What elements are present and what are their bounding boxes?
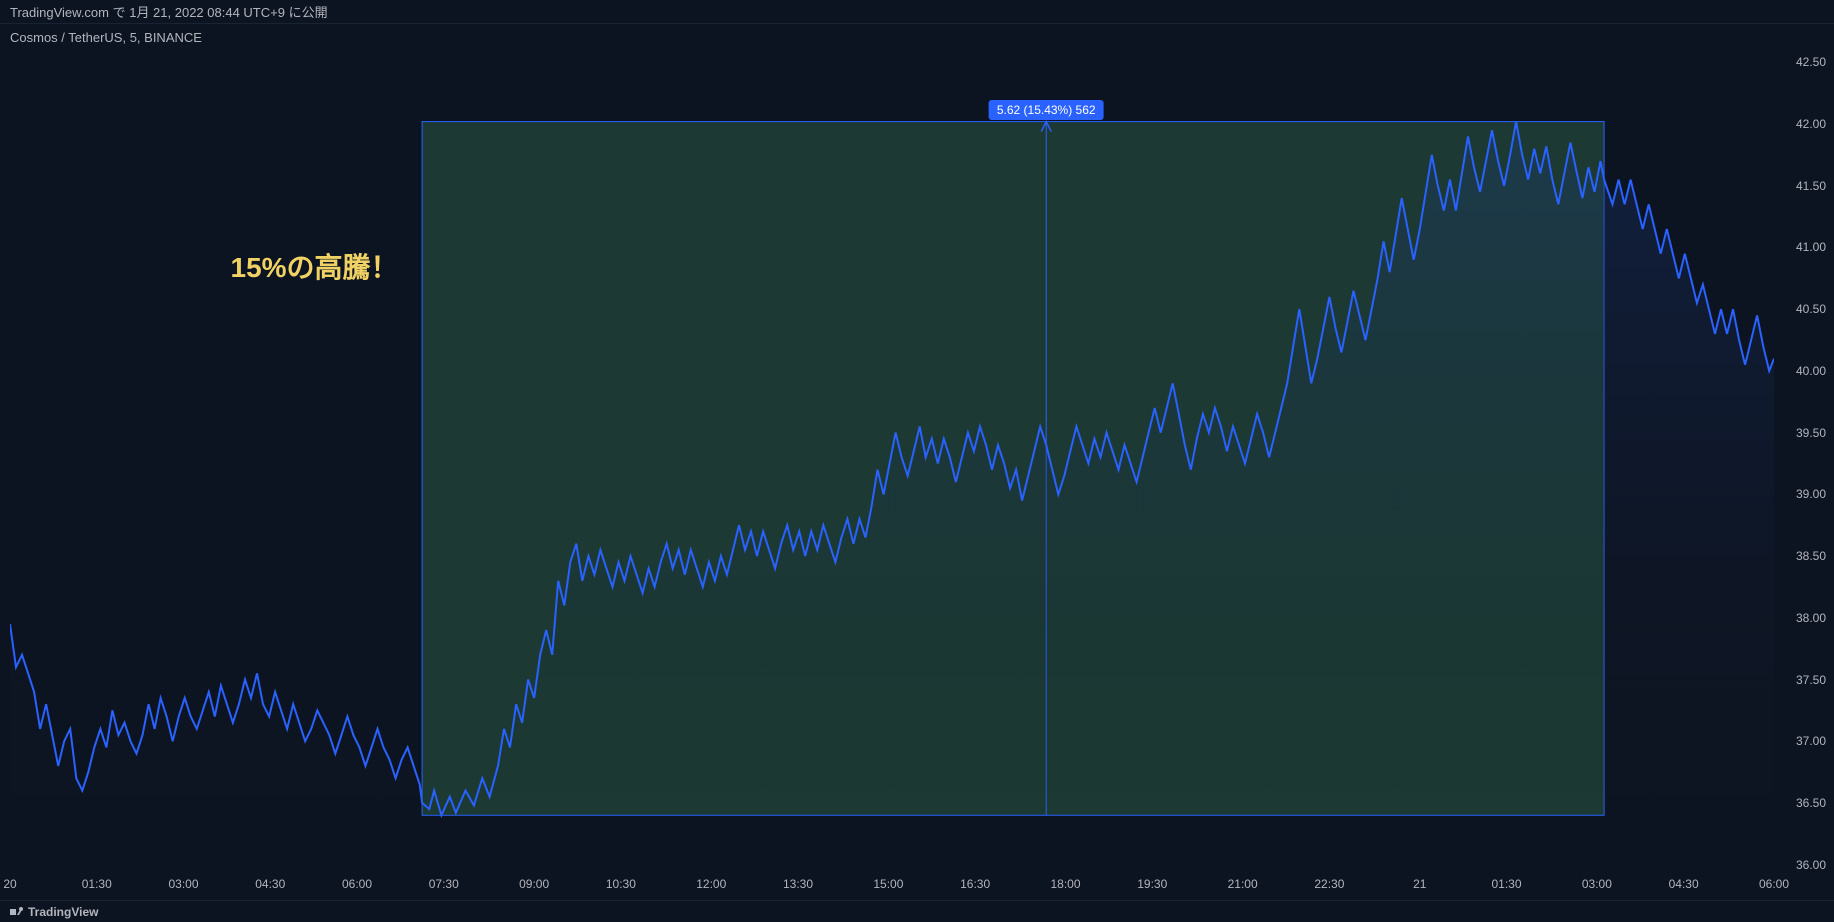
annotation-text: 15%の高騰！ [231,246,399,286]
symbol-info: Cosmos / TetherUS, 5, BINANCE [10,30,202,45]
y-tick-label: 37.50 [1796,673,1826,687]
y-tick-label: 40.50 [1796,302,1826,316]
x-tick-label: 21:00 [1228,877,1258,891]
symbol-text: Cosmos / TetherUS, 5, BINANCE [10,30,202,45]
x-tick-label: 16:30 [960,877,990,891]
chart-area[interactable]: 5.62 (15.43%) 562 15%の高騰！ [10,50,1774,877]
y-tick-label: 37.00 [1796,734,1826,748]
x-tick-label: 18:00 [1050,877,1080,891]
y-tick-label: 36.00 [1796,858,1826,872]
x-tick-label: 09:00 [519,877,549,891]
publish-info: TradingView.com で 1月 21, 2022 08:44 UTC+… [10,2,328,21]
y-tick-label: 39.50 [1796,426,1826,440]
y-tick-label: 41.50 [1796,179,1826,193]
price-chart [10,50,1774,877]
x-tick-label: 19:30 [1137,877,1167,891]
x-tick-label: 13:30 [783,877,813,891]
y-tick-label: 40.00 [1796,364,1826,378]
x-tick-label: 04:30 [1669,877,1699,891]
y-tick-label: 42.00 [1796,117,1826,131]
y-tick-label: 38.00 [1796,611,1826,625]
y-tick-label: 36.50 [1796,796,1826,810]
measure-label: 5.62 (15.43%) 562 [997,103,1096,117]
x-tick-label: 21 [1413,877,1426,891]
x-axis: 2001:3003:0004:3006:0007:3009:0010:3012:… [10,877,1774,897]
y-tick-label: 38.50 [1796,549,1826,563]
footer-bar: TradingView [0,900,1834,922]
x-tick-label: 06:00 [1759,877,1789,891]
x-tick-label: 22:30 [1314,877,1344,891]
x-tick-label: 04:30 [255,877,285,891]
y-tick-label: 41.00 [1796,240,1826,254]
x-tick-label: 01:30 [82,877,112,891]
measure-tooltip: 5.62 (15.43%) 562 [989,100,1104,120]
footer-brand: TradingView [28,905,98,919]
y-tick-label: 39.00 [1796,487,1826,501]
tv-logo-icon [10,905,24,919]
x-tick-label: 01:30 [1491,877,1521,891]
x-tick-label: 10:30 [606,877,636,891]
y-axis: 36.00 36.50 37.00 37.50 38.00 38.50 39.00 39.50… [1779,50,1834,877]
x-tick-label: 07:30 [429,877,459,891]
chart-container: TradingView.com で 1月 21, 2022 08:44 UTC+… [0,0,1834,922]
x-tick-label: 15:00 [873,877,903,891]
tradingview-logo: TradingView [10,905,98,919]
x-tick-label: 20 [3,877,16,891]
x-tick-label: 03:00 [1582,877,1612,891]
annotation-label: 15%の高騰！ [231,252,399,283]
header-bar: TradingView.com で 1月 21, 2022 08:44 UTC+… [0,0,1834,24]
y-tick-label: 42.50 [1796,55,1826,69]
x-tick-label: 03:00 [168,877,198,891]
x-tick-label: 12:00 [696,877,726,891]
x-tick-label: 06:00 [342,877,372,891]
